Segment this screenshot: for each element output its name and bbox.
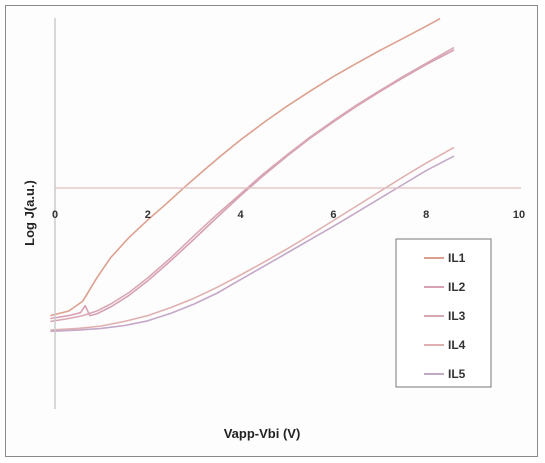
series-lines: [50, 17, 455, 333]
legend: IL1 IL2 IL3 IL4 IL5: [395, 238, 492, 388]
y-axis-title: Log J(a.u.): [22, 180, 37, 246]
legend-label-il3: IL3: [448, 309, 466, 323]
series-line-il2: [50, 49, 455, 320]
chart-svg: 0 2 4 6 8 10 Vapp-Vbi (V) Log J(a.u.) IL1IL2I…: [22, 17, 525, 441]
series-line-il3: [50, 46, 455, 323]
legend-label-il5: IL5: [448, 367, 466, 381]
series-line-il5: [50, 155, 455, 333]
series-line-il1: [50, 17, 441, 317]
x-tick-label: 6: [330, 209, 336, 221]
legend-label-il4: IL4: [448, 338, 466, 352]
legend-label-il1: IL1: [448, 251, 466, 265]
legend-box: [395, 238, 492, 388]
x-tick-label: 4: [238, 209, 245, 221]
x-tick-label: 8: [423, 209, 429, 221]
legend-label-il2: IL2: [448, 280, 466, 294]
x-tick-label: 10: [513, 209, 525, 221]
x-tick-label: 2: [145, 209, 151, 221]
x-tick-labels: 0 2 4 6 8 10: [52, 209, 525, 221]
x-tick-label: 0: [52, 209, 58, 221]
chart-frame: 0 2 4 6 8 10 Vapp-Vbi (V) Log J(a.u.) IL1 IL2 I…: [5, 5, 538, 457]
series-line-il4: [50, 146, 455, 331]
x-axis-title: Vapp-Vbi (V): [224, 426, 301, 441]
